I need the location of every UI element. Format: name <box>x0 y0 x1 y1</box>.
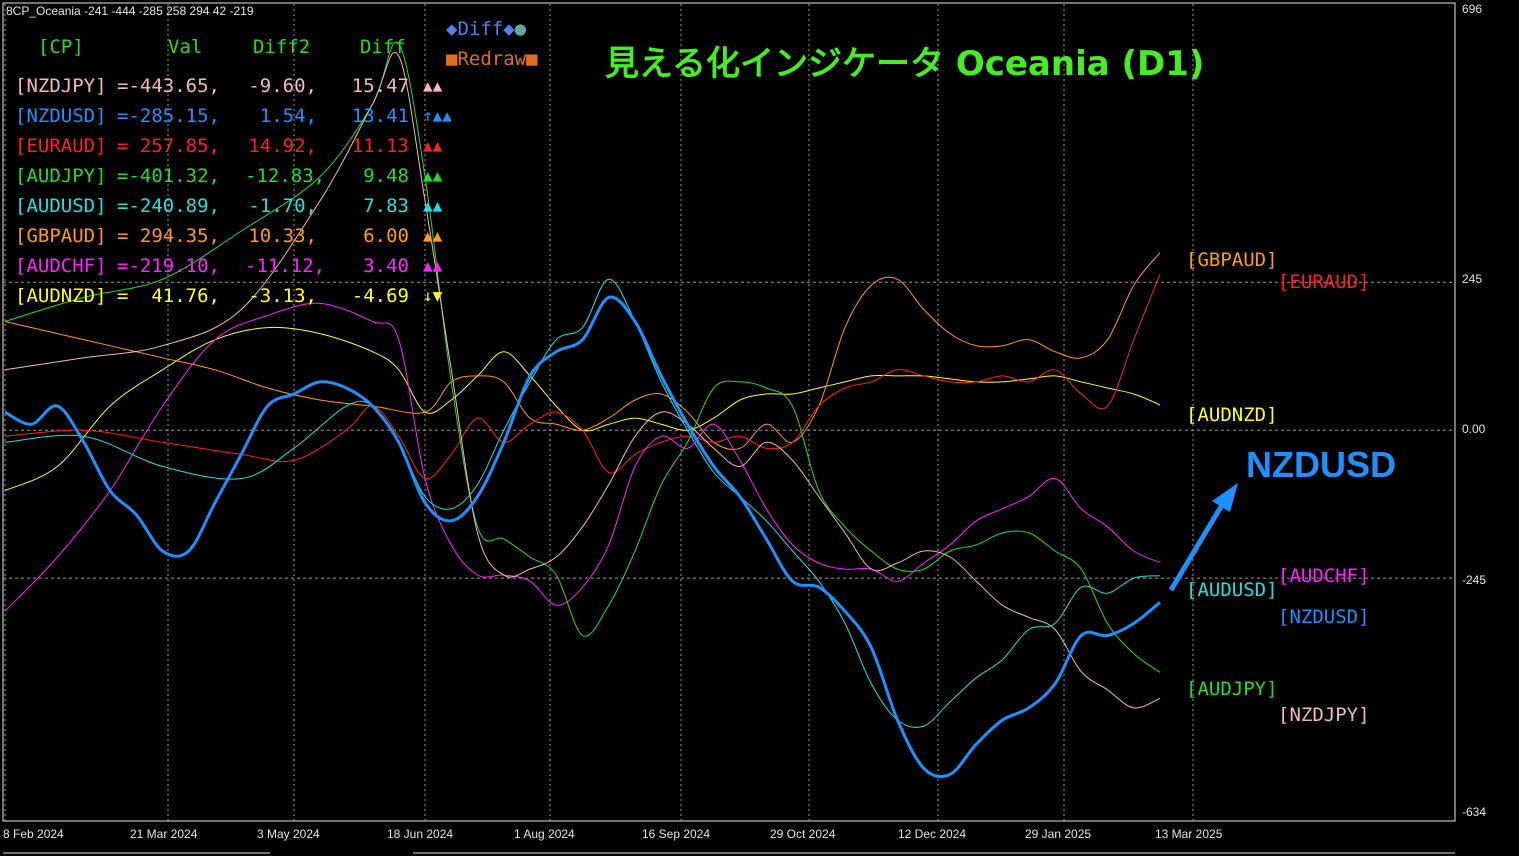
diff2-cell: 10.33, <box>248 225 317 247</box>
diff-cell: 3.40 <box>363 255 409 277</box>
val-cell: =-285.15, <box>117 105 220 127</box>
x-tick-label: 12 Dec 2024 <box>898 827 967 841</box>
arrow-cell: ↓▼ <box>423 286 443 305</box>
series-line-audchf <box>4 302 1161 612</box>
val-cell: =-219.10, <box>117 255 220 277</box>
pair-cell: [GBPAUD] <box>15 225 107 247</box>
val-cell: = 257.85, <box>117 135 220 157</box>
pair-cell: [EURAUD] <box>15 135 107 157</box>
x-tick-label: 21 Mar 2024 <box>130 827 198 841</box>
end-label-audusd: [AUDUSD] <box>1186 579 1278 601</box>
diff-cell: 15.47 <box>351 75 409 97</box>
plot-frame <box>2 2 1456 822</box>
x-tick-label: 1 Aug 2024 <box>514 827 575 841</box>
y-tick-label: 0.00 <box>1462 422 1486 436</box>
val-cell: =-443.65, <box>117 75 220 97</box>
diff-cell: 13.41 <box>351 105 409 127</box>
x-tick-label: 13 Mar 2025 <box>1155 827 1223 841</box>
diff2-cell: -12.83, <box>245 165 326 187</box>
diff-cell: 7.83 <box>363 195 409 217</box>
header-val: Val <box>168 36 203 58</box>
header-diff: Diff <box>360 36 406 58</box>
end-label-euraud: [EURAUD] <box>1278 271 1370 293</box>
pair-cell: [NZDJPY] <box>15 75 107 97</box>
series-line-nzdjpy <box>4 51 1161 709</box>
grid-lines <box>3 4 1455 821</box>
diff2-cell: -1.70, <box>248 195 317 217</box>
trend-arrow-shaft <box>1168 503 1225 592</box>
val-cell: = 41.76, <box>117 285 220 307</box>
trend-arrow-head <box>1212 483 1238 512</box>
header-diff2: Diff2 <box>253 36 311 58</box>
y-tick-label: -634 <box>1462 805 1487 819</box>
arrow-cell: ▲▲ <box>423 76 443 95</box>
indicator-info: 8CP_Oceania -241 -444 -285 258 294 42 -2… <box>6 4 254 18</box>
x-axis-band <box>3 822 1455 856</box>
diff2-cell: 1.54, <box>259 105 317 127</box>
arrow-cell: ↑▲▲ <box>423 106 452 125</box>
series-line-gbpaud <box>4 252 1161 450</box>
redraw-button[interactable]: ■Redraw■ <box>446 48 538 70</box>
end-label-audchf: [AUDCHF] <box>1278 565 1370 587</box>
x-tick-label: 29 Oct 2024 <box>770 827 836 841</box>
diff2-cell: 14.92, <box>248 135 317 157</box>
series-line-audnzd <box>4 326 1161 492</box>
pair-cell: [AUDUSD] <box>15 195 107 217</box>
diff-cell: 9.48 <box>363 165 409 187</box>
val-cell: =-240.89, <box>117 195 220 217</box>
trend-arrow <box>1168 483 1238 592</box>
val-cell: = 294.35, <box>117 225 220 247</box>
pair-cell: [AUDJPY] <box>15 165 107 187</box>
val-cell: =-401.32, <box>117 165 220 187</box>
arrow-cell: ▲▲ <box>423 226 443 245</box>
x-tick-label: 8 Feb 2024 <box>3 827 64 841</box>
series-line-audusd <box>4 278 1161 728</box>
y-tick-label: 245 <box>1462 272 1483 286</box>
series-lines <box>4 41 1161 779</box>
pair-cell: [NZDUSD] <box>15 105 107 127</box>
diff-cell: -4.69 <box>351 285 409 307</box>
diff2-cell: -3.13, <box>248 285 317 307</box>
x-tick-label: 18 Jun 2024 <box>387 827 454 841</box>
diff-button-label: ◆Diff◆ <box>446 18 515 40</box>
header-cp: [CP] <box>38 36 84 58</box>
diff-cell: 6.00 <box>363 225 409 247</box>
arrow-cell: ▲▲ <box>423 256 443 275</box>
end-label-nzdusd: [NZDUSD] <box>1278 606 1370 628</box>
arrow-cell: ▲▲ <box>423 166 443 185</box>
end-label-nzdjpy: [NZDJPY] <box>1278 704 1370 726</box>
arrow-cell: ▲▲ <box>423 136 443 155</box>
diff2-cell: -11.12, <box>245 255 326 277</box>
diff2-cell: -9.60, <box>248 75 317 97</box>
pair-cell: [AUDNZD] <box>15 285 107 307</box>
end-label-gbpaud: [GBPAUD] <box>1186 249 1278 271</box>
end-label-audnzd: [AUDNZD] <box>1186 404 1278 426</box>
x-tick-label: 29 Jan 2025 <box>1025 827 1092 841</box>
pair-cell: [AUDCHF] <box>15 255 107 277</box>
arrow-cell: ▲▲ <box>423 196 443 215</box>
x-tick-label: 3 May 2024 <box>257 827 320 841</box>
diff-button[interactable]: ◆Diff◆● <box>446 18 526 40</box>
series-line-euraud <box>4 274 1161 480</box>
chart-title: 見える化インジケータ Oceania (D1) <box>605 44 1205 84</box>
x-tick-label: 16 Sep 2024 <box>642 827 711 841</box>
diff-cell: 11.13 <box>351 135 409 157</box>
y-tick-label: -245 <box>1462 573 1487 587</box>
diff-status-dot: ● <box>514 18 527 40</box>
highlight-label: NZDUSD <box>1246 444 1396 485</box>
end-label-audjpy: [AUDJPY] <box>1186 678 1278 700</box>
y-tick-label: 696 <box>1462 2 1483 16</box>
series-line-nzdusd <box>4 295 1161 779</box>
